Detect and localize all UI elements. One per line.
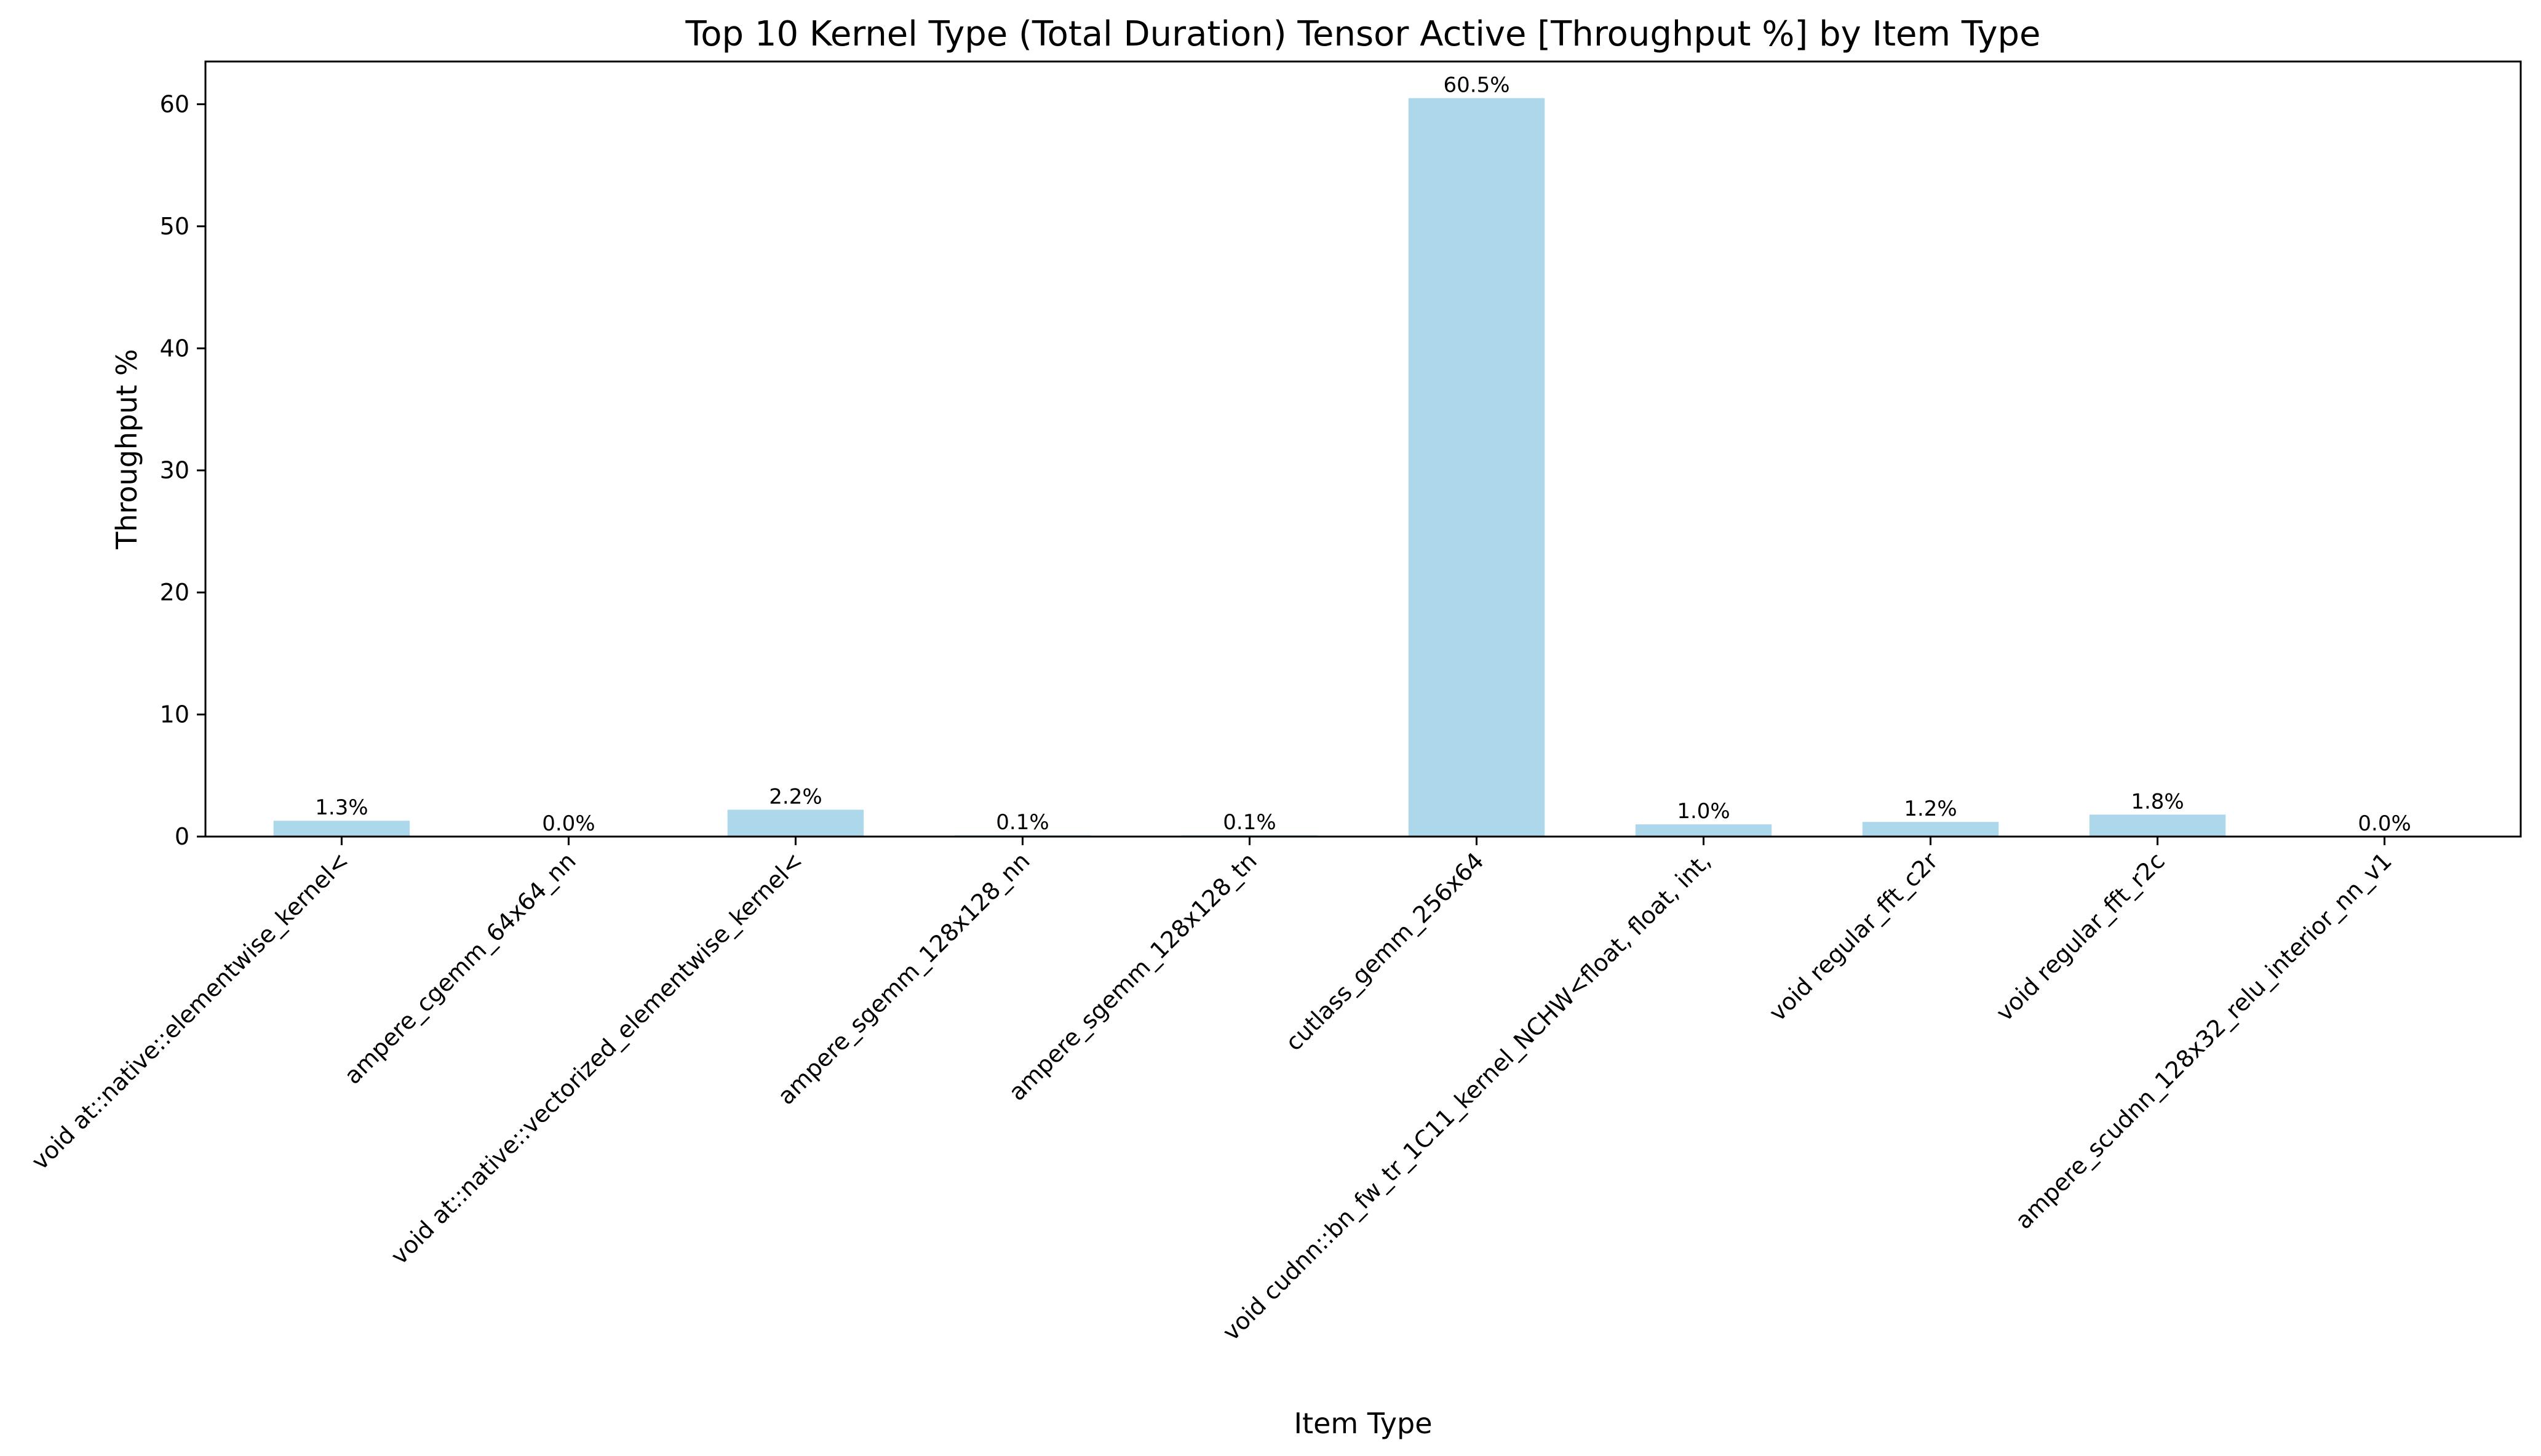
bar-value-label: 1.3%: [315, 795, 368, 820]
x-tick-label: void cudnn::bn_fw_tr_1C11_kernel_NCHW<fl…: [1217, 847, 1716, 1346]
bar-value-label: 0.0%: [2358, 811, 2411, 836]
y-tick-label: 40: [160, 335, 189, 362]
x-tick-label: ampere_sgemm_128x128_nn: [773, 847, 1035, 1110]
y-tick-label: 20: [160, 579, 189, 606]
x-tick-label: ampere_sgemm_128x128_tn: [1003, 847, 1262, 1106]
x-axis-label: Item Type: [1294, 1407, 1433, 1440]
bar-value-label: 1.2%: [1904, 797, 1957, 821]
y-tick-label: 30: [160, 457, 189, 484]
x-tick-label: ampere_cgemm_64x64_nn: [339, 847, 581, 1089]
bar-value-label: 0.1%: [996, 810, 1049, 835]
y-axis-label: Throughput %: [110, 349, 143, 550]
x-axis: void at::native::elementwise_kernel<ampe…: [26, 837, 2397, 1346]
y-tick-label: 60: [160, 90, 189, 117]
bar: [1635, 824, 1772, 837]
y-tick-label: 50: [160, 213, 189, 240]
bar: [727, 810, 864, 837]
x-tick-label: void regular_fft_r2c: [1991, 847, 2170, 1026]
x-tick-label: void regular_fft_c2r: [1764, 847, 1944, 1027]
y-tick-label: 0: [175, 823, 189, 850]
bar-value-label: 0.1%: [1223, 810, 1276, 835]
bar-value-label: 1.0%: [1677, 799, 1730, 824]
bar: [1862, 822, 1999, 837]
y-axis: 0 10 20 30 40 50 60: [160, 90, 205, 850]
bar: [273, 821, 410, 837]
bar-value-label: 1.8%: [2131, 789, 2184, 814]
x-tick-label: ampere_scudnn_128x32_relu_interior_nn_v1: [2010, 847, 2397, 1234]
bar: [1408, 98, 1545, 837]
bar: [2089, 814, 2226, 837]
x-tick-label: void at::native::elementwise_kernel<: [26, 847, 354, 1175]
bars-group: [273, 98, 2226, 837]
bar-value-label: 2.2%: [769, 784, 822, 809]
y-tick-label: 10: [160, 701, 189, 728]
bar-value-label: 60.5%: [1444, 73, 1510, 98]
chart-title: Top 10 Kernel Type (Total Duration) Tens…: [685, 14, 2041, 54]
data-labels-group: 1.3% 0.0% 2.2% 0.1% 0.1% 60.5% 1.0% 1.2% 1.8% 0.0…: [315, 73, 2411, 836]
x-tick-label: cutlass_gemm_256x64: [1280, 847, 1489, 1056]
bar-value-label: 0.0%: [542, 811, 595, 836]
plot-frame: [204, 60, 2522, 838]
x-tick-label: void at::native::vectorized_elementwise_…: [386, 847, 808, 1270]
